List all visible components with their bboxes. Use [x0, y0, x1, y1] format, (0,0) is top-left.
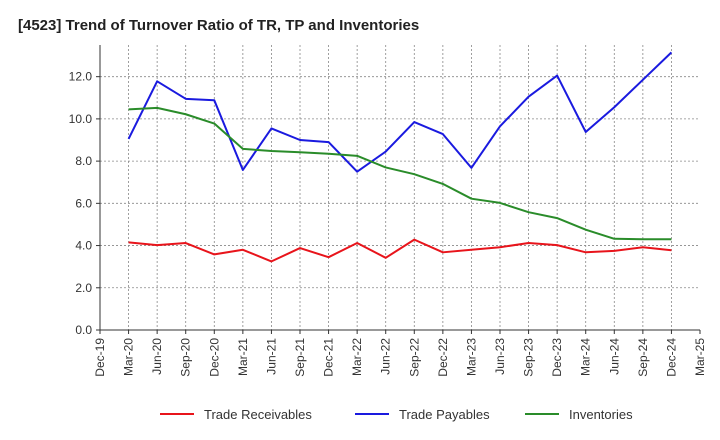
- series-line-inventories: [128, 106, 672, 241]
- x-tick-label: Dec-23: [550, 338, 564, 377]
- y-tick-label: 4.0: [75, 239, 92, 253]
- x-tick-label: Mar-24: [579, 338, 593, 376]
- legend: Trade Receivables Trade Payables Inventori…: [160, 407, 633, 422]
- x-tick-label: Sep-23: [522, 338, 536, 377]
- x-tick-label: Mar-22: [350, 338, 364, 376]
- x-tick-label: Sep-21: [293, 338, 307, 377]
- x-tick-label: Dec-21: [322, 338, 336, 377]
- x-tick-label: Jun-20: [150, 338, 164, 375]
- x-tick-label: Dec-24: [664, 338, 678, 377]
- y-tick-label: 8.0: [75, 154, 92, 168]
- series-line-trade-receivables: [128, 238, 672, 263]
- x-tick-label: Jun-24: [607, 338, 621, 375]
- x-tick-label: Sep-20: [179, 338, 193, 377]
- series-line-trade-payables: [127, 51, 673, 173]
- x-tick-label: Dec-20: [207, 338, 221, 377]
- x-tick-label: Sep-22: [407, 338, 421, 377]
- y-tick-label: 2.0: [75, 281, 92, 295]
- x-tick-label: Sep-24: [636, 338, 650, 377]
- x-tick-label: Mar-25: [693, 338, 707, 376]
- x-tick-label: Jun-21: [264, 338, 278, 375]
- y-tick-label: 6.0: [75, 196, 92, 210]
- y-tick-label: 0.0: [75, 323, 92, 337]
- x-tick-label: Jun-22: [379, 338, 393, 375]
- x-tick-label: Dec-22: [436, 338, 450, 377]
- x-tick-label: Dec-19: [93, 338, 107, 377]
- legend-label-trade-payables: Trade Payables: [399, 407, 490, 422]
- axes: 0.0 2.0 4.0 6.0 8.0 10.0 12.0 Dec-19 Mar-20 Jun-2…: [69, 45, 707, 377]
- chart-title: [4523] Trend of Turnover Ratio of TR, TP…: [18, 17, 419, 34]
- x-tick-label: Mar-23: [464, 338, 478, 376]
- x-tick-label: Mar-20: [122, 338, 136, 376]
- x-tick-label: Mar-21: [236, 338, 250, 376]
- series-lines: [127, 51, 673, 263]
- legend-label-trade-receivables: Trade Receivables: [204, 407, 312, 422]
- grid: [100, 45, 700, 331]
- y-tick-label: 12.0: [69, 70, 93, 84]
- y-tick-label: 10.0: [69, 112, 93, 126]
- legend-label-inventories: Inventories: [569, 407, 633, 422]
- x-tick-label: Jun-23: [493, 338, 507, 375]
